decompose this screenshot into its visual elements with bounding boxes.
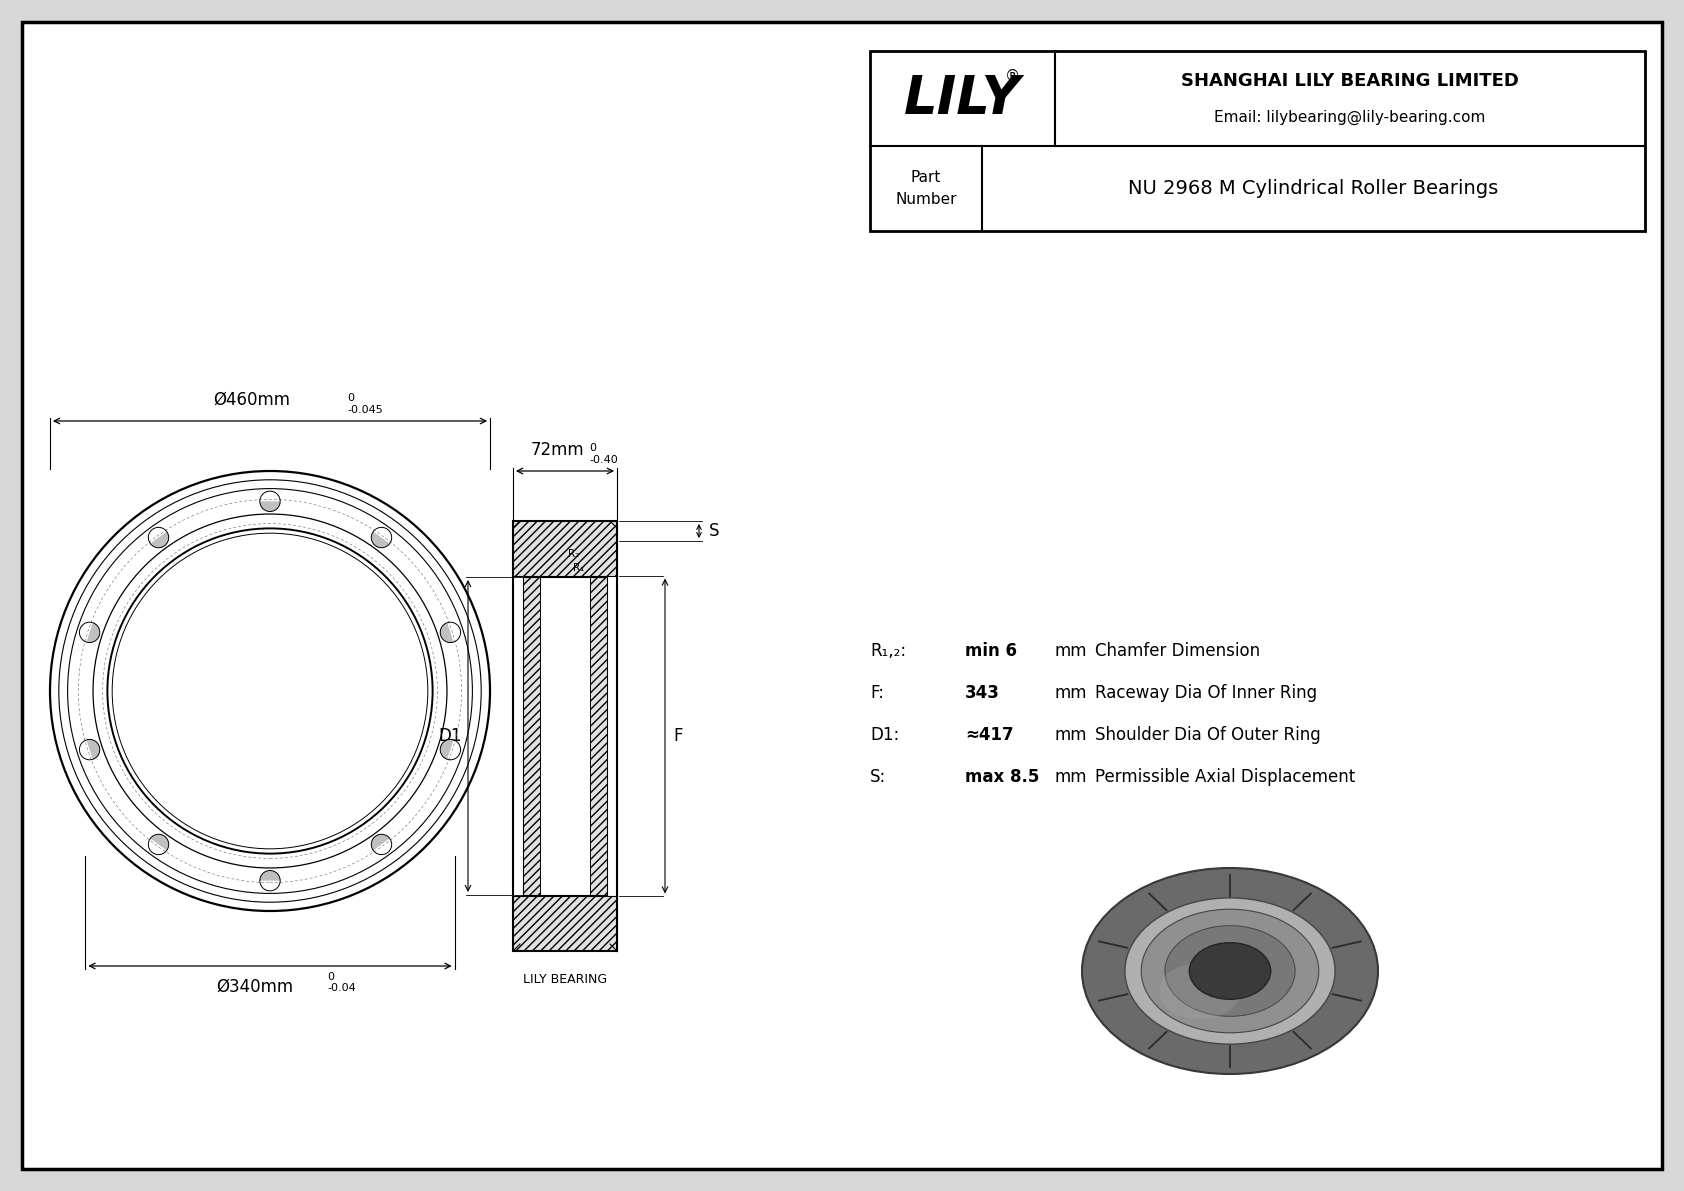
Bar bbox=[514, 897, 616, 950]
Wedge shape bbox=[150, 531, 168, 548]
Text: Permissible Axial Displacement: Permissible Axial Displacement bbox=[1095, 768, 1356, 786]
Text: Shoulder Dia Of Outer Ring: Shoulder Dia Of Outer Ring bbox=[1095, 727, 1320, 744]
Text: D1:: D1: bbox=[871, 727, 899, 744]
Text: Raceway Dia Of Inner Ring: Raceway Dia Of Inner Ring bbox=[1095, 684, 1317, 701]
Text: 0: 0 bbox=[347, 393, 354, 403]
Text: Part
Number: Part Number bbox=[896, 170, 957, 206]
Bar bbox=[514, 520, 616, 575]
Wedge shape bbox=[150, 834, 168, 850]
Text: Chamfer Dimension: Chamfer Dimension bbox=[1095, 642, 1260, 660]
Text: 343: 343 bbox=[965, 684, 1000, 701]
Text: LILY: LILY bbox=[904, 73, 1021, 125]
Text: S: S bbox=[709, 522, 719, 540]
Ellipse shape bbox=[1189, 942, 1271, 999]
Text: -0.04: -0.04 bbox=[327, 983, 355, 993]
Text: mm: mm bbox=[1054, 684, 1088, 701]
Bar bbox=[541, 578, 589, 894]
Text: Ø340mm: Ø340mm bbox=[217, 978, 293, 996]
Bar bbox=[871, 51, 1645, 231]
Text: min 6: min 6 bbox=[965, 642, 1017, 660]
Wedge shape bbox=[259, 501, 280, 511]
Text: D1: D1 bbox=[438, 727, 461, 746]
Text: max 8.5: max 8.5 bbox=[965, 768, 1039, 786]
Wedge shape bbox=[440, 623, 453, 643]
Ellipse shape bbox=[1125, 898, 1335, 1045]
Text: 0: 0 bbox=[589, 443, 596, 453]
Text: NU 2968 M Cylindrical Roller Bearings: NU 2968 M Cylindrical Roller Bearings bbox=[1128, 179, 1499, 198]
Text: ®: ® bbox=[1005, 69, 1021, 85]
Text: R₂: R₂ bbox=[568, 549, 579, 559]
Text: -0.045: -0.045 bbox=[347, 405, 382, 414]
Text: mm: mm bbox=[1054, 642, 1088, 660]
Wedge shape bbox=[440, 740, 453, 760]
Ellipse shape bbox=[1159, 962, 1241, 1019]
Text: LILY BEARING: LILY BEARING bbox=[524, 973, 606, 986]
Text: ≈417: ≈417 bbox=[965, 727, 1014, 744]
Text: S:: S: bbox=[871, 768, 886, 786]
Wedge shape bbox=[370, 834, 389, 850]
Bar bbox=[1068, 843, 1393, 1099]
Text: -0.40: -0.40 bbox=[589, 455, 618, 464]
Text: mm: mm bbox=[1054, 727, 1088, 744]
Text: 0: 0 bbox=[327, 972, 333, 983]
Text: Email: lilybearing@lily-bearing.com: Email: lilybearing@lily-bearing.com bbox=[1214, 110, 1485, 125]
Ellipse shape bbox=[1083, 868, 1378, 1074]
Wedge shape bbox=[259, 871, 280, 880]
Wedge shape bbox=[370, 531, 389, 548]
Wedge shape bbox=[86, 623, 99, 643]
Bar bbox=[524, 578, 606, 894]
Text: 72mm: 72mm bbox=[530, 441, 584, 459]
Text: Ø460mm: Ø460mm bbox=[214, 391, 291, 409]
Text: mm: mm bbox=[1054, 768, 1088, 786]
Text: SHANGHAI LILY BEARING LIMITED: SHANGHAI LILY BEARING LIMITED bbox=[1180, 73, 1519, 91]
Text: F: F bbox=[674, 727, 682, 746]
Text: R₁,₂:: R₁,₂: bbox=[871, 642, 906, 660]
Ellipse shape bbox=[1142, 909, 1319, 1033]
Bar bbox=[514, 575, 616, 897]
Ellipse shape bbox=[1165, 925, 1295, 1016]
Wedge shape bbox=[86, 740, 99, 760]
Text: R₁: R₁ bbox=[573, 563, 584, 573]
Text: F:: F: bbox=[871, 684, 884, 701]
